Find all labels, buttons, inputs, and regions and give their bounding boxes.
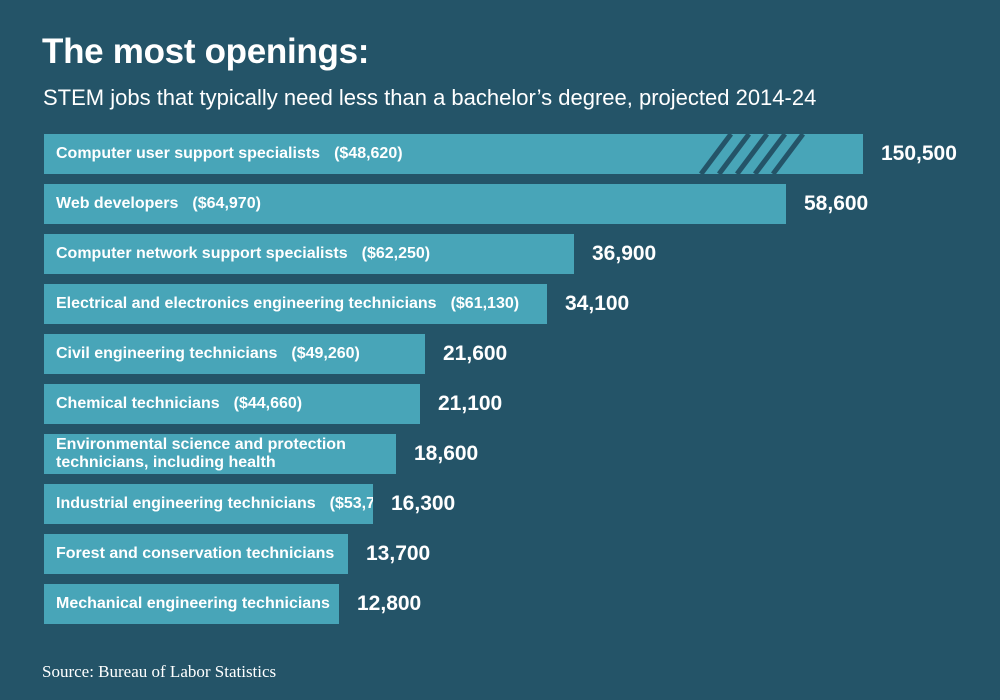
axis-break-hatch [699, 134, 805, 174]
bar: Electrical and electronics engineering t… [44, 284, 547, 324]
value-label: 58,600 [804, 192, 869, 215]
category-label: Forest and conservation technicians [56, 545, 335, 562]
value-label: 36,900 [592, 242, 657, 265]
value-label: 34,100 [565, 292, 630, 315]
bar-label: Industrial engineering technicians ($53,7… [56, 484, 373, 524]
bar-label: Computer user support specialists ($48,62… [56, 134, 403, 174]
bar-label: Civil engineering technicians ($49,260) [56, 334, 360, 374]
bar: Forest and conservation technicians($35,… [44, 534, 348, 574]
bar-label: Mechanical engineering technicians($53,9… [56, 584, 339, 624]
bar-label: Electrical and electronics engineering t… [56, 284, 519, 324]
wage-label: ($53,780) [329, 495, 373, 512]
chart-subtitle: STEM jobs that typically need less than … [43, 85, 817, 110]
bar-label: Web developers ($64,970) [56, 184, 261, 224]
category-label: Computer network support specialists [56, 245, 348, 262]
bar: Chemical technicians ($44,660) [44, 384, 420, 424]
value-label: 12,800 [357, 592, 422, 615]
category-label: Web developers [56, 195, 179, 212]
bar: Industrial engineering technicians ($53,7… [44, 484, 373, 524]
bar: Computer user support specialists ($48,62… [44, 134, 863, 174]
category-label: Mechanical engineering technicians [56, 595, 330, 612]
wage-label: ($61,130) [450, 295, 520, 312]
bar: Mechanical engineering technicians($53,9… [44, 584, 339, 624]
category-label: Civil engineering technicians [56, 345, 278, 362]
value-label: 21,100 [438, 392, 503, 415]
wage-label: ($48,620) [334, 145, 403, 162]
bar-label: Computer network support specialists ($62… [56, 234, 430, 274]
chart-title: The most openings: [42, 32, 370, 71]
value-label: 21,600 [443, 342, 508, 365]
value-label: 16,300 [391, 492, 456, 515]
category-label: Environmental science and protection tec… [56, 436, 346, 471]
wage-label: ($49,260) [291, 345, 360, 362]
value-label: 18,600 [414, 442, 479, 465]
bar-label: Environmental science and protection tec… [56, 434, 396, 474]
bar: Computer network support specialists ($62… [44, 234, 574, 274]
category-label: Computer user support specialists [56, 145, 321, 162]
category-label: Industrial engineering technicians [56, 495, 316, 512]
wage-label: ($64,970) [192, 195, 261, 212]
bar: Environmental science and protection tec… [44, 434, 396, 474]
value-label: 150,500 [881, 142, 957, 165]
source-note: Source: Bureau of Labor Statistics [42, 662, 277, 681]
bar: Web developers ($64,970) [44, 184, 786, 224]
wage-label: ($44,660) [233, 395, 303, 412]
value-label: 13,700 [366, 542, 431, 565]
bar-label: Forest and conservation technicians($35,… [56, 534, 348, 574]
category-label: Electrical and electronics engineering t… [56, 295, 437, 312]
bar-label: Chemical technicians ($44,660) [56, 384, 302, 424]
bar: Civil engineering technicians ($49,260) [44, 334, 425, 374]
wage-label: ($62,250) [361, 245, 431, 262]
category-label: Chemical technicians [56, 395, 220, 412]
